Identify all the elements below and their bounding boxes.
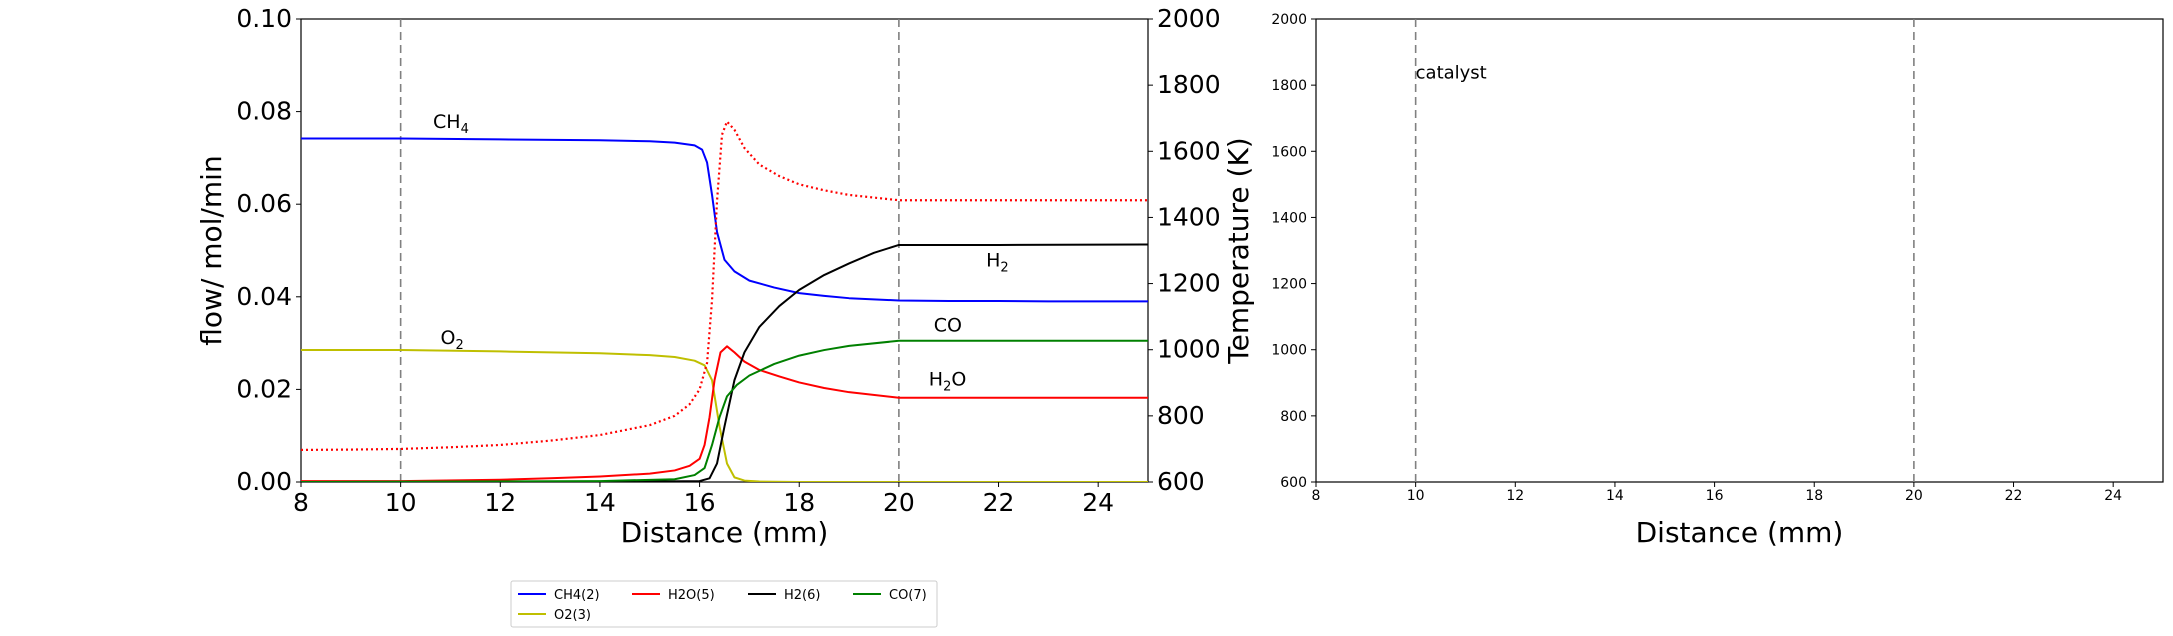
series-line-temperature-dotted (301, 120, 1148, 452)
y-tick-label: 800 (1280, 409, 1307, 425)
y-tick-label: 1400 (1271, 210, 1307, 226)
x-tick-label: 8 (293, 488, 309, 517)
legend-box (510, 580, 938, 628)
x-tick-label: 10 (1407, 488, 1425, 504)
x-tick-label: 14 (584, 488, 616, 517)
y-tick-label: 0.04 (236, 282, 292, 311)
annotation-ch4: CH4 (433, 111, 469, 137)
annotation-o2: O2 (441, 327, 464, 353)
y-tick-label: 0.10 (236, 4, 292, 33)
legend-label-h2-6: H2(6) (784, 588, 820, 603)
y-axis-title: flow/ mol/min (195, 155, 228, 345)
series-line-o2-3 (301, 349, 1148, 482)
y-right-tick-label: 600 (1157, 467, 1205, 496)
annotation-h2: H2 (986, 250, 1009, 276)
x-tick-label: 16 (684, 488, 716, 517)
legend-label-h2o-5: H2O(5) (668, 588, 715, 603)
right-chart: 8 10 12 14 16 18 20 22 24 600 800 1000 1200 1400 1600 1… (1271, 12, 2164, 549)
legend-label-co-7: CO(7) (889, 588, 927, 603)
x-axis-title: Distance (mm) (621, 516, 829, 549)
x-tick-label: 24 (2104, 488, 2122, 504)
x-axis-title: Distance (mm) (1636, 516, 1844, 549)
y-right-tick-label: 1200 (1157, 269, 1221, 298)
y-tick-label: 0.06 (236, 189, 292, 218)
y-right-tick-label: 1800 (1157, 70, 1221, 99)
x-tick-label: 16 (1706, 488, 1724, 504)
y-right-tick-label: 800 (1157, 401, 1205, 430)
y-right-tick-label: 1000 (1157, 335, 1221, 364)
series-line-ch4-2 (301, 137, 1148, 303)
annotation-h2o: H2O (929, 369, 967, 395)
x-tick-label: 20 (883, 488, 915, 517)
y-right-axis-title: Temperature (K) (1222, 137, 1255, 364)
y-right-tick-label: 2000 (1157, 4, 1221, 33)
y-tick-label: 1600 (1271, 144, 1307, 160)
x-tick-label: 12 (1506, 488, 1524, 504)
legend-label-ch4-2: CH4(2) (554, 588, 600, 603)
y-tick-label: 1000 (1271, 343, 1307, 359)
legend-label-o2-3: O2(3) (554, 608, 591, 623)
x-tick-label: 22 (2005, 488, 2023, 504)
left-chart: 8 10 12 14 16 18 20 22 24 0.00 0.02 0.04 0.06 0.08 0.1… (195, 4, 1255, 628)
x-tick-label: 24 (1082, 488, 1114, 517)
x-tick-label: 8 (1312, 488, 1321, 504)
y-tick-label: 0.02 (236, 374, 292, 403)
y-tick-label: 2000 (1271, 12, 1307, 28)
x-tick-label: 18 (1805, 488, 1823, 504)
annotation-co: CO (934, 315, 962, 337)
x-tick-label: 20 (1905, 488, 1923, 504)
y-tick-label: 1800 (1271, 78, 1307, 94)
x-tick-label: 10 (385, 488, 417, 517)
plot-frame (300, 18, 1149, 483)
y-right-tick-label: 1600 (1157, 136, 1221, 165)
y-tick-label: 0.08 (236, 97, 292, 126)
series-line-co-7 (301, 339, 1148, 482)
y-tick-label: 0.00 (236, 467, 292, 496)
x-tick-label: 14 (1606, 488, 1624, 504)
x-tick-label: 22 (983, 488, 1015, 517)
x-tick-label: 12 (484, 488, 516, 517)
y-tick-label: 1200 (1271, 277, 1307, 293)
y-right-tick-label: 1400 (1157, 202, 1221, 231)
x-tick-label: 18 (783, 488, 815, 517)
y-tick-label: 600 (1280, 475, 1307, 491)
annotation-catalyst: catalyst (1416, 63, 1487, 84)
series-line-h2o-5 (301, 345, 1148, 482)
series-line-h2-6 (301, 243, 1148, 482)
plot-frame (1315, 18, 2164, 483)
